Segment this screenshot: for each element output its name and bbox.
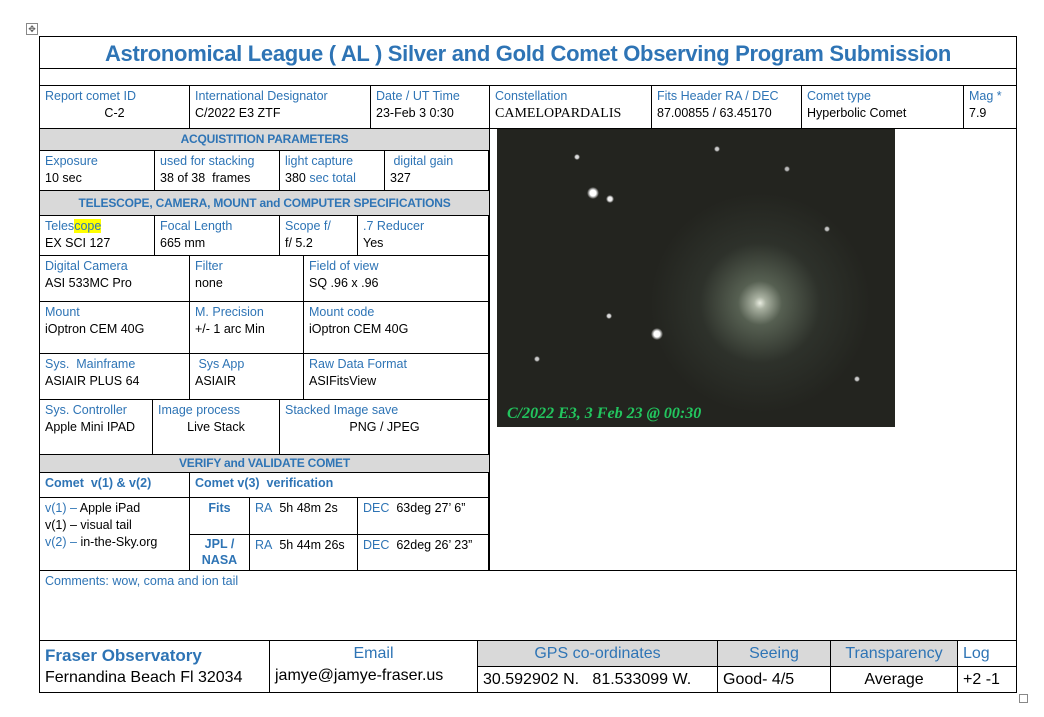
mag-cell: Mag * 7.9 xyxy=(963,85,1017,129)
controller-cell: Sys. Controller Apple Mini IPAD xyxy=(39,399,153,455)
image-caption: C/2022 E3, 3 Feb 23 @ 00:30 xyxy=(507,405,702,422)
email-cell: Email jamye@jamye-fraser.us xyxy=(269,640,478,693)
seeing-value: Good- 4/5 xyxy=(717,666,831,693)
log-label: Log xyxy=(957,640,1017,667)
fits-ra: RA 5h 48m 2s xyxy=(249,497,358,535)
transparency-value: Average xyxy=(830,666,958,693)
page-title: Astronomical League ( AL ) Silver and Go… xyxy=(39,36,1017,69)
jpl-ra: RA 5h 44m 26s xyxy=(249,534,358,571)
gps-label: GPS co-ordinates xyxy=(477,640,718,667)
designator-cell: International Designator C/2022 E3 ZTF xyxy=(189,85,371,129)
comments-cell: Comments: wow, coma and ion tail xyxy=(39,570,1017,641)
reducer-cell: .7 Reducer Yes xyxy=(357,215,490,256)
verify-col2-heading: Comet v(3) verification xyxy=(189,472,490,498)
specs-heading: TELESCOPE, CAMERA, MOUNT and COMPUTER SP… xyxy=(39,190,490,216)
stacking-cell: used for stacking 38 of 38 frames xyxy=(154,150,280,191)
mount-code-cell: Mount code iOptron CEM 40G xyxy=(303,301,490,354)
observatory-cell: Fraser Observatory Fernandina Beach Fl 32… xyxy=(39,640,270,693)
seeing-label: Seeing xyxy=(717,640,831,667)
verify-heading: VERIFY and VALIDATE COMET xyxy=(39,454,490,473)
telescope-cell: Telescope EX SCI 127 xyxy=(39,215,155,256)
focal-length-cell: Focal Length 665 mm xyxy=(154,215,280,256)
precision-cell: M. Precision +/- 1 arc Min xyxy=(189,301,304,354)
comet-image: C/2022 E3, 3 Feb 23 @ 00:30 xyxy=(497,129,895,427)
report-id-cell: Report comet ID C-2 xyxy=(39,85,190,129)
jpl-source: JPL / NASA xyxy=(189,534,250,571)
camera-cell: Digital Camera ASI 533MC Pro xyxy=(39,255,190,302)
image-process-cell: Image process Live Stack xyxy=(152,399,280,455)
transparency-label: Transparency xyxy=(830,640,958,667)
blank-row xyxy=(39,68,1017,86)
sys-app-cell: Sys App ASIAIR xyxy=(189,353,304,400)
fits-source: Fits xyxy=(189,497,250,535)
acq-heading: ACQUISTITION PARAMETERS xyxy=(39,128,490,151)
fov-cell: Field of view SQ .96 x .96 xyxy=(303,255,490,302)
filter-cell: Filter none xyxy=(189,255,304,302)
constellation-cell: Constellation CAMELOPARDALIS xyxy=(489,85,652,129)
raw-format-cell: Raw Data Format ASIFitsView xyxy=(303,353,490,400)
table-move-handle[interactable]: ✥ xyxy=(26,23,38,35)
mainframe-cell: Sys. Mainframe ASIAIR PLUS 64 xyxy=(39,353,190,400)
scope-f-cell: Scope f/f/ 5.2 xyxy=(279,215,358,256)
comet-type-cell: Comet type Hyperbolic Comet xyxy=(801,85,964,129)
verify-col1-heading: Comet v(1) & v(2) xyxy=(39,472,190,498)
light-capture-cell: light capture 380 sec total xyxy=(279,150,385,191)
table-resize-handle[interactable] xyxy=(1019,694,1028,703)
date-cell: Date / UT Time 23-Feb 3 0:30 xyxy=(370,85,490,129)
stacked-save-cell: Stacked Image save PNG / JPEG xyxy=(279,399,490,455)
exposure-cell: Exposure 10 sec xyxy=(39,150,155,191)
log-value[interactable]: +2 -1 xyxy=(957,666,1017,693)
mount-cell: Mount iOptron CEM 40G xyxy=(39,301,190,354)
jpl-dec: DEC 62deg 26’ 23” xyxy=(357,534,490,571)
fits-dec: DEC 63deg 27’ 6” xyxy=(357,497,490,535)
gain-cell: digital gain 327 xyxy=(384,150,490,191)
gps-value: 30.592902 N. 81.533099 W. xyxy=(477,666,718,693)
verify-sources-cell: v(1) – Apple iPad v(1) – visual tail v(2… xyxy=(39,497,190,571)
fits-header-cell: Fits Header RA / DEC 87.00855 / 63.45170 xyxy=(651,85,802,129)
